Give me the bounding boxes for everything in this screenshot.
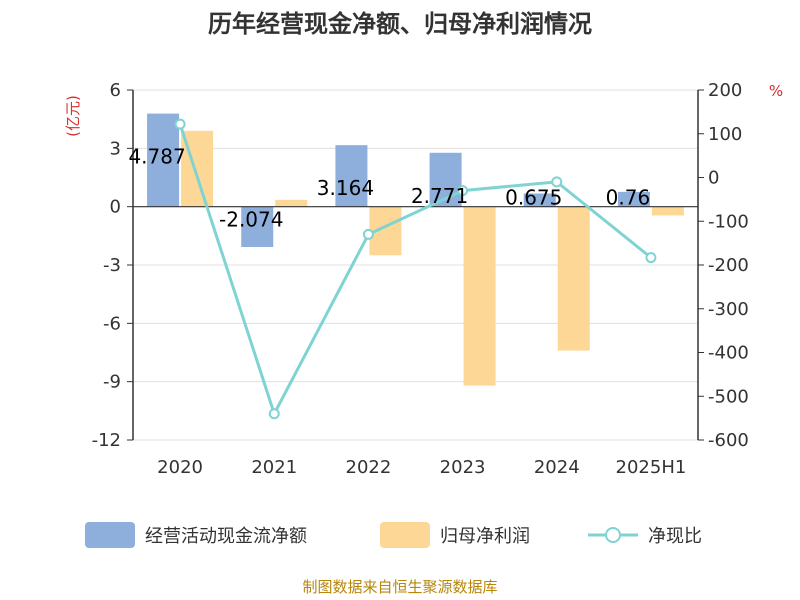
gridlines <box>133 89 698 441</box>
bars <box>147 113 684 386</box>
y-right-tick-label: -300 <box>708 299 749 320</box>
y-left-tick-label: -3 <box>103 255 121 276</box>
y-right-tick-label: -100 <box>708 211 749 232</box>
point-净现比-2023 <box>457 185 469 197</box>
bar-经营活动现金流净额-2022 <box>335 145 368 207</box>
legend-swatch-经营活动现金流净额 <box>85 522 135 548</box>
bar-经营活动现金流净额-2021 <box>241 206 274 247</box>
data-label: 2.771 <box>411 184 468 208</box>
legend-label: 归母净利润 <box>440 526 530 547</box>
y-left-tick-label: 3 <box>110 138 121 159</box>
legend-swatch-归母净利润 <box>380 522 430 548</box>
data-label: 4.787 <box>128 145 185 169</box>
line-净现比 <box>178 123 652 418</box>
x-tick-label: 2022 <box>346 457 392 478</box>
y-right-tick-label: -400 <box>708 343 749 364</box>
y-left-tick-label: 0 <box>110 197 121 218</box>
bar-经营活动现金流净额-2025H1 <box>617 191 650 207</box>
ratio-line <box>174 118 657 420</box>
point-净现比-2024 <box>551 176 563 188</box>
source-note: 制图数据来自恒生聚源数据库 <box>302 578 497 596</box>
y-right-tick-label: 0 <box>708 168 719 189</box>
x-tick-label: 2024 <box>534 457 580 478</box>
data-label: 0.76 <box>606 186 651 210</box>
legend-label: 经营活动现金流净额 <box>145 526 307 547</box>
y-right-tick-label: -500 <box>708 386 749 407</box>
chart-title: 历年经营现金净额、归母净利润情况 <box>208 10 592 38</box>
bar-经营活动现金流净额-2024 <box>523 193 556 207</box>
y-left-tick-label: -9 <box>103 372 121 393</box>
y-right-tick-label: -600 <box>708 430 749 451</box>
y-right-unit: % <box>769 82 783 100</box>
data-label: 3.164 <box>317 176 374 200</box>
y-left-tick-label: -12 <box>92 430 121 451</box>
legend: 经营活动现金流净额 归母净利润 净现比 <box>85 522 702 548</box>
data-labels: 4.787 -2.074 3.164 2.771 0.675 0.76 <box>128 145 650 232</box>
y-left-tick-label: -6 <box>103 313 121 334</box>
x-tick-label: 2020 <box>157 457 203 478</box>
point-净现比-2021 <box>268 408 280 420</box>
bar-归母净利润-2023 <box>463 206 496 386</box>
y-left-tick-label: 6 <box>110 80 121 101</box>
x-tick-label: 2023 <box>440 457 486 478</box>
data-label: -2.074 <box>219 208 283 232</box>
bar-归母净利润-2021 <box>275 199 308 207</box>
y-left-unit: (亿元) <box>64 95 82 137</box>
point-净现比-2020 <box>174 118 186 130</box>
y-right-tick-label: 100 <box>708 124 742 145</box>
legend-swatch-marker <box>605 527 621 543</box>
x-tick-label: 2025H1 <box>616 457 687 478</box>
bar-经营活动现金流净额-2020 <box>147 113 180 207</box>
legend-label: 净现比 <box>648 526 702 547</box>
point-净现比-2025H1 <box>645 252 657 264</box>
y-right-tick-label: -200 <box>708 255 749 276</box>
data-label: 0.675 <box>505 186 562 210</box>
bar-归母净利润-2025H1 <box>651 206 684 216</box>
bar-归母净利润-2024 <box>557 206 590 351</box>
y-right-tick-label: 200 <box>708 80 742 101</box>
x-tick-label: 2021 <box>251 457 297 478</box>
point-净现比-2022 <box>362 228 374 240</box>
axes: 6 3 0 -3 -6 -9 -12 200 100 0 -100 -200 -300 -400 -500 -… <box>92 80 749 478</box>
